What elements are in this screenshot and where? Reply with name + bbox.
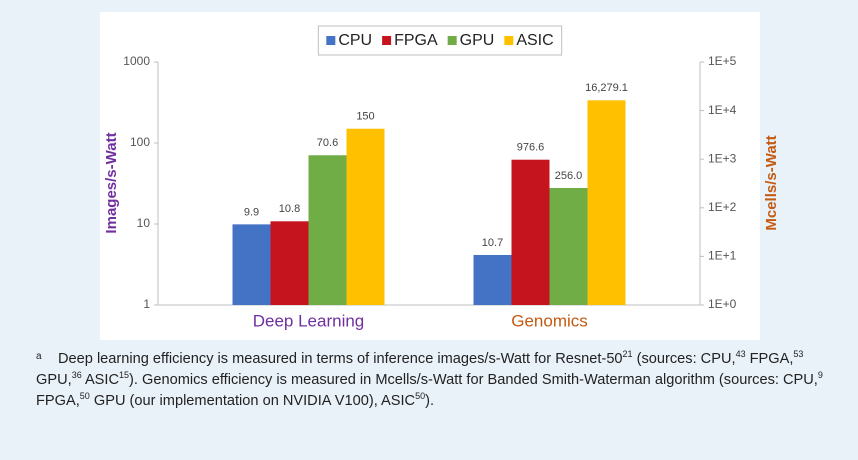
footnote-segment: GPU, <box>36 372 72 388</box>
value-label: 70.6 <box>317 137 338 149</box>
footnote-segment: GPU (our implementation on NVIDIA V100),… <box>89 393 416 409</box>
y-tick-label: 1 <box>143 297 150 311</box>
legend-box <box>317 25 563 56</box>
footnote-segment: ASIC <box>81 372 120 388</box>
footnote-citation: 53 <box>793 349 804 360</box>
footnote-citation: 50 <box>79 391 90 402</box>
legend-swatch <box>326 36 336 45</box>
footnote-citation: 43 <box>735 349 746 360</box>
chart: 1 10 100 1000 1E+0 1E+1 1E+2 1E+3 1E+4 1E+5 Images… <box>100 12 780 340</box>
legend-swatch <box>447 36 457 45</box>
legend-swatch <box>504 36 514 45</box>
y2-tick-label: 1E+3 <box>708 151 737 165</box>
footnote-citation: 36 <box>71 370 82 381</box>
legend-label: GPU <box>460 32 495 49</box>
footnote-citation: 15 <box>119 370 130 381</box>
value-label: 150 <box>356 111 374 123</box>
legend-swatch <box>382 36 392 45</box>
bar <box>346 128 385 305</box>
footnote-marker: a <box>36 351 42 362</box>
y2-tick-label: 1E+5 <box>708 54 737 68</box>
bar <box>511 159 550 305</box>
bar <box>270 221 309 305</box>
legend-label: CPU <box>338 32 372 49</box>
y2-tick-label: 1E+0 <box>708 297 737 311</box>
y-axis-label: Images/s-Watt <box>103 132 120 233</box>
y-tick-label: 10 <box>137 216 151 230</box>
bar <box>549 187 588 305</box>
y2-tick-label: 1E+2 <box>708 200 737 214</box>
bar <box>587 100 626 306</box>
value-label: 16,279.1 <box>585 82 628 94</box>
footnote-segment: (sources: CPU, <box>632 351 736 367</box>
value-label: 256.0 <box>555 170 583 182</box>
footnote-segment: Deep learning efficiency is measured in … <box>58 351 623 367</box>
x-tick-label: Deep Learning <box>253 311 365 330</box>
legend-label: FPGA <box>394 32 438 49</box>
value-label: 10.8 <box>279 203 300 215</box>
footnote: a Deep learning efficiency is measured in… <box>36 346 828 412</box>
bar <box>473 254 512 305</box>
value-label: 10.7 <box>482 237 503 249</box>
y-tick-label: 1000 <box>123 54 150 68</box>
footnote-citation: 50 <box>415 391 426 402</box>
footnote-citation: 21 <box>622 349 633 360</box>
footnote-segment: ). Genomics efficiency is measured in Mc… <box>129 372 818 388</box>
footnote-segment: FPGA, <box>745 351 794 367</box>
bar <box>308 155 347 305</box>
footnote-text: Deep learning efficiency is measured in … <box>36 349 823 409</box>
value-label: 976.6 <box>517 142 545 154</box>
legend-label: ASIC <box>516 32 553 49</box>
x-tick-label: Genomics <box>511 311 588 330</box>
y-tick-label: 100 <box>130 135 150 149</box>
y2-axis-label: Mcells/s-Watt <box>763 135 780 230</box>
footnote-citation: 9 <box>817 370 823 381</box>
y2-tick-label: 1E+1 <box>708 249 737 263</box>
value-label: 9.9 <box>244 206 259 218</box>
footnote-segment: FPGA, <box>36 393 80 409</box>
chart-panel <box>100 12 760 340</box>
bar <box>232 224 271 305</box>
footnote-segment: ). <box>425 393 435 409</box>
y2-tick-label: 1E+4 <box>708 103 737 117</box>
